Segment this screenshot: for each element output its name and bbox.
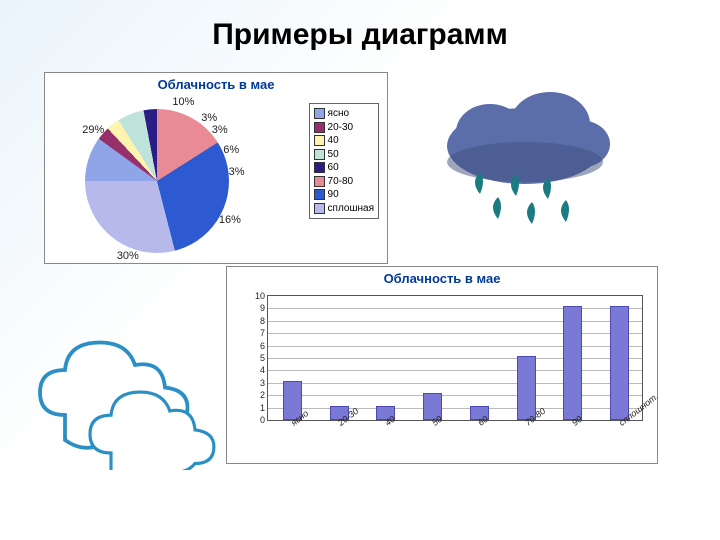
legend-item: 90 <box>314 188 374 202</box>
legend-item: 40 <box>314 134 374 148</box>
grid-line <box>268 383 642 384</box>
y-tick-label: 5 <box>260 353 268 363</box>
pie-slice-label: 29% <box>82 124 104 136</box>
legend-swatch <box>314 135 325 146</box>
legend-label: 40 <box>328 134 339 148</box>
y-tick-label: 6 <box>260 341 268 351</box>
legend-item: 50 <box>314 148 374 162</box>
legend-swatch <box>314 162 325 173</box>
pie-chart: 10%3%3%6%3%16%30%29% <box>85 109 229 253</box>
y-tick-label: 9 <box>260 303 268 313</box>
legend-label: 70-80 <box>328 175 354 189</box>
grid-line <box>268 370 642 371</box>
bar <box>610 306 629 420</box>
pie-legend: ясно20-3040506070-8090сплошная <box>309 103 379 219</box>
rain-cloud-icon <box>420 84 630 264</box>
fluffy-clouds-icon <box>30 300 240 470</box>
pie-body <box>85 109 229 253</box>
pie-slice-label: 30% <box>117 250 139 262</box>
legend-item: сплошная <box>314 202 374 216</box>
legend-swatch <box>314 122 325 133</box>
grid-line <box>268 408 642 409</box>
grid-line <box>268 358 642 359</box>
grid-line <box>268 395 642 396</box>
pie-slice-label: 6% <box>223 144 239 156</box>
legend-swatch <box>314 176 325 187</box>
grid-line <box>268 308 642 309</box>
legend-item: ясно <box>314 107 374 121</box>
legend-swatch <box>314 108 325 119</box>
y-tick-label: 1 <box>260 403 268 413</box>
page-title: Примеры диаграмм <box>0 18 720 52</box>
pie-slice-label: 3% <box>229 166 245 178</box>
legend-label: 50 <box>328 148 339 162</box>
y-tick-label: 2 <box>260 390 268 400</box>
legend-swatch <box>314 149 325 160</box>
y-tick-label: 0 <box>260 415 268 425</box>
legend-label: сплошная <box>328 202 374 216</box>
y-tick-label: 3 <box>260 378 268 388</box>
legend-item: 20-30 <box>314 121 374 135</box>
y-tick-label: 4 <box>260 365 268 375</box>
legend-label: ясно <box>328 107 350 121</box>
pie-slice-label: 3% <box>201 112 217 124</box>
legend-label: 20-30 <box>328 121 354 135</box>
legend-item: 70-80 <box>314 175 374 189</box>
pie-slice-label: 3% <box>212 124 228 136</box>
grid-line <box>268 333 642 334</box>
pie-slice-label: 10% <box>172 96 194 108</box>
bar-chart-plot: 012345678910ясно20-3040506070-8090сплошн… <box>267 295 643 421</box>
y-tick-label: 8 <box>260 316 268 326</box>
pie-slice-label: 16% <box>219 214 241 226</box>
pie-chart-panel: Облачность в мае 10%3%3%6%3%16%30%29% яс… <box>44 72 388 264</box>
bar <box>563 306 582 420</box>
legend-swatch <box>314 189 325 200</box>
bar <box>517 356 536 420</box>
bar-chart-title: Облачность в мае <box>227 271 657 286</box>
grid-line <box>268 346 642 347</box>
grid-line <box>268 321 642 322</box>
y-tick-label: 7 <box>260 328 268 338</box>
legend-label: 60 <box>328 161 339 175</box>
pie-chart-title: Облачность в мае <box>45 77 387 92</box>
legend-item: 60 <box>314 161 374 175</box>
slide: Примеры диаграмм Облачность в мае 10%3%3… <box>0 0 720 540</box>
legend-label: 90 <box>328 188 339 202</box>
bar-chart-panel: Облачность в мае 012345678910ясно20-3040… <box>226 266 658 464</box>
y-tick-label: 10 <box>255 291 268 301</box>
legend-swatch <box>314 203 325 214</box>
